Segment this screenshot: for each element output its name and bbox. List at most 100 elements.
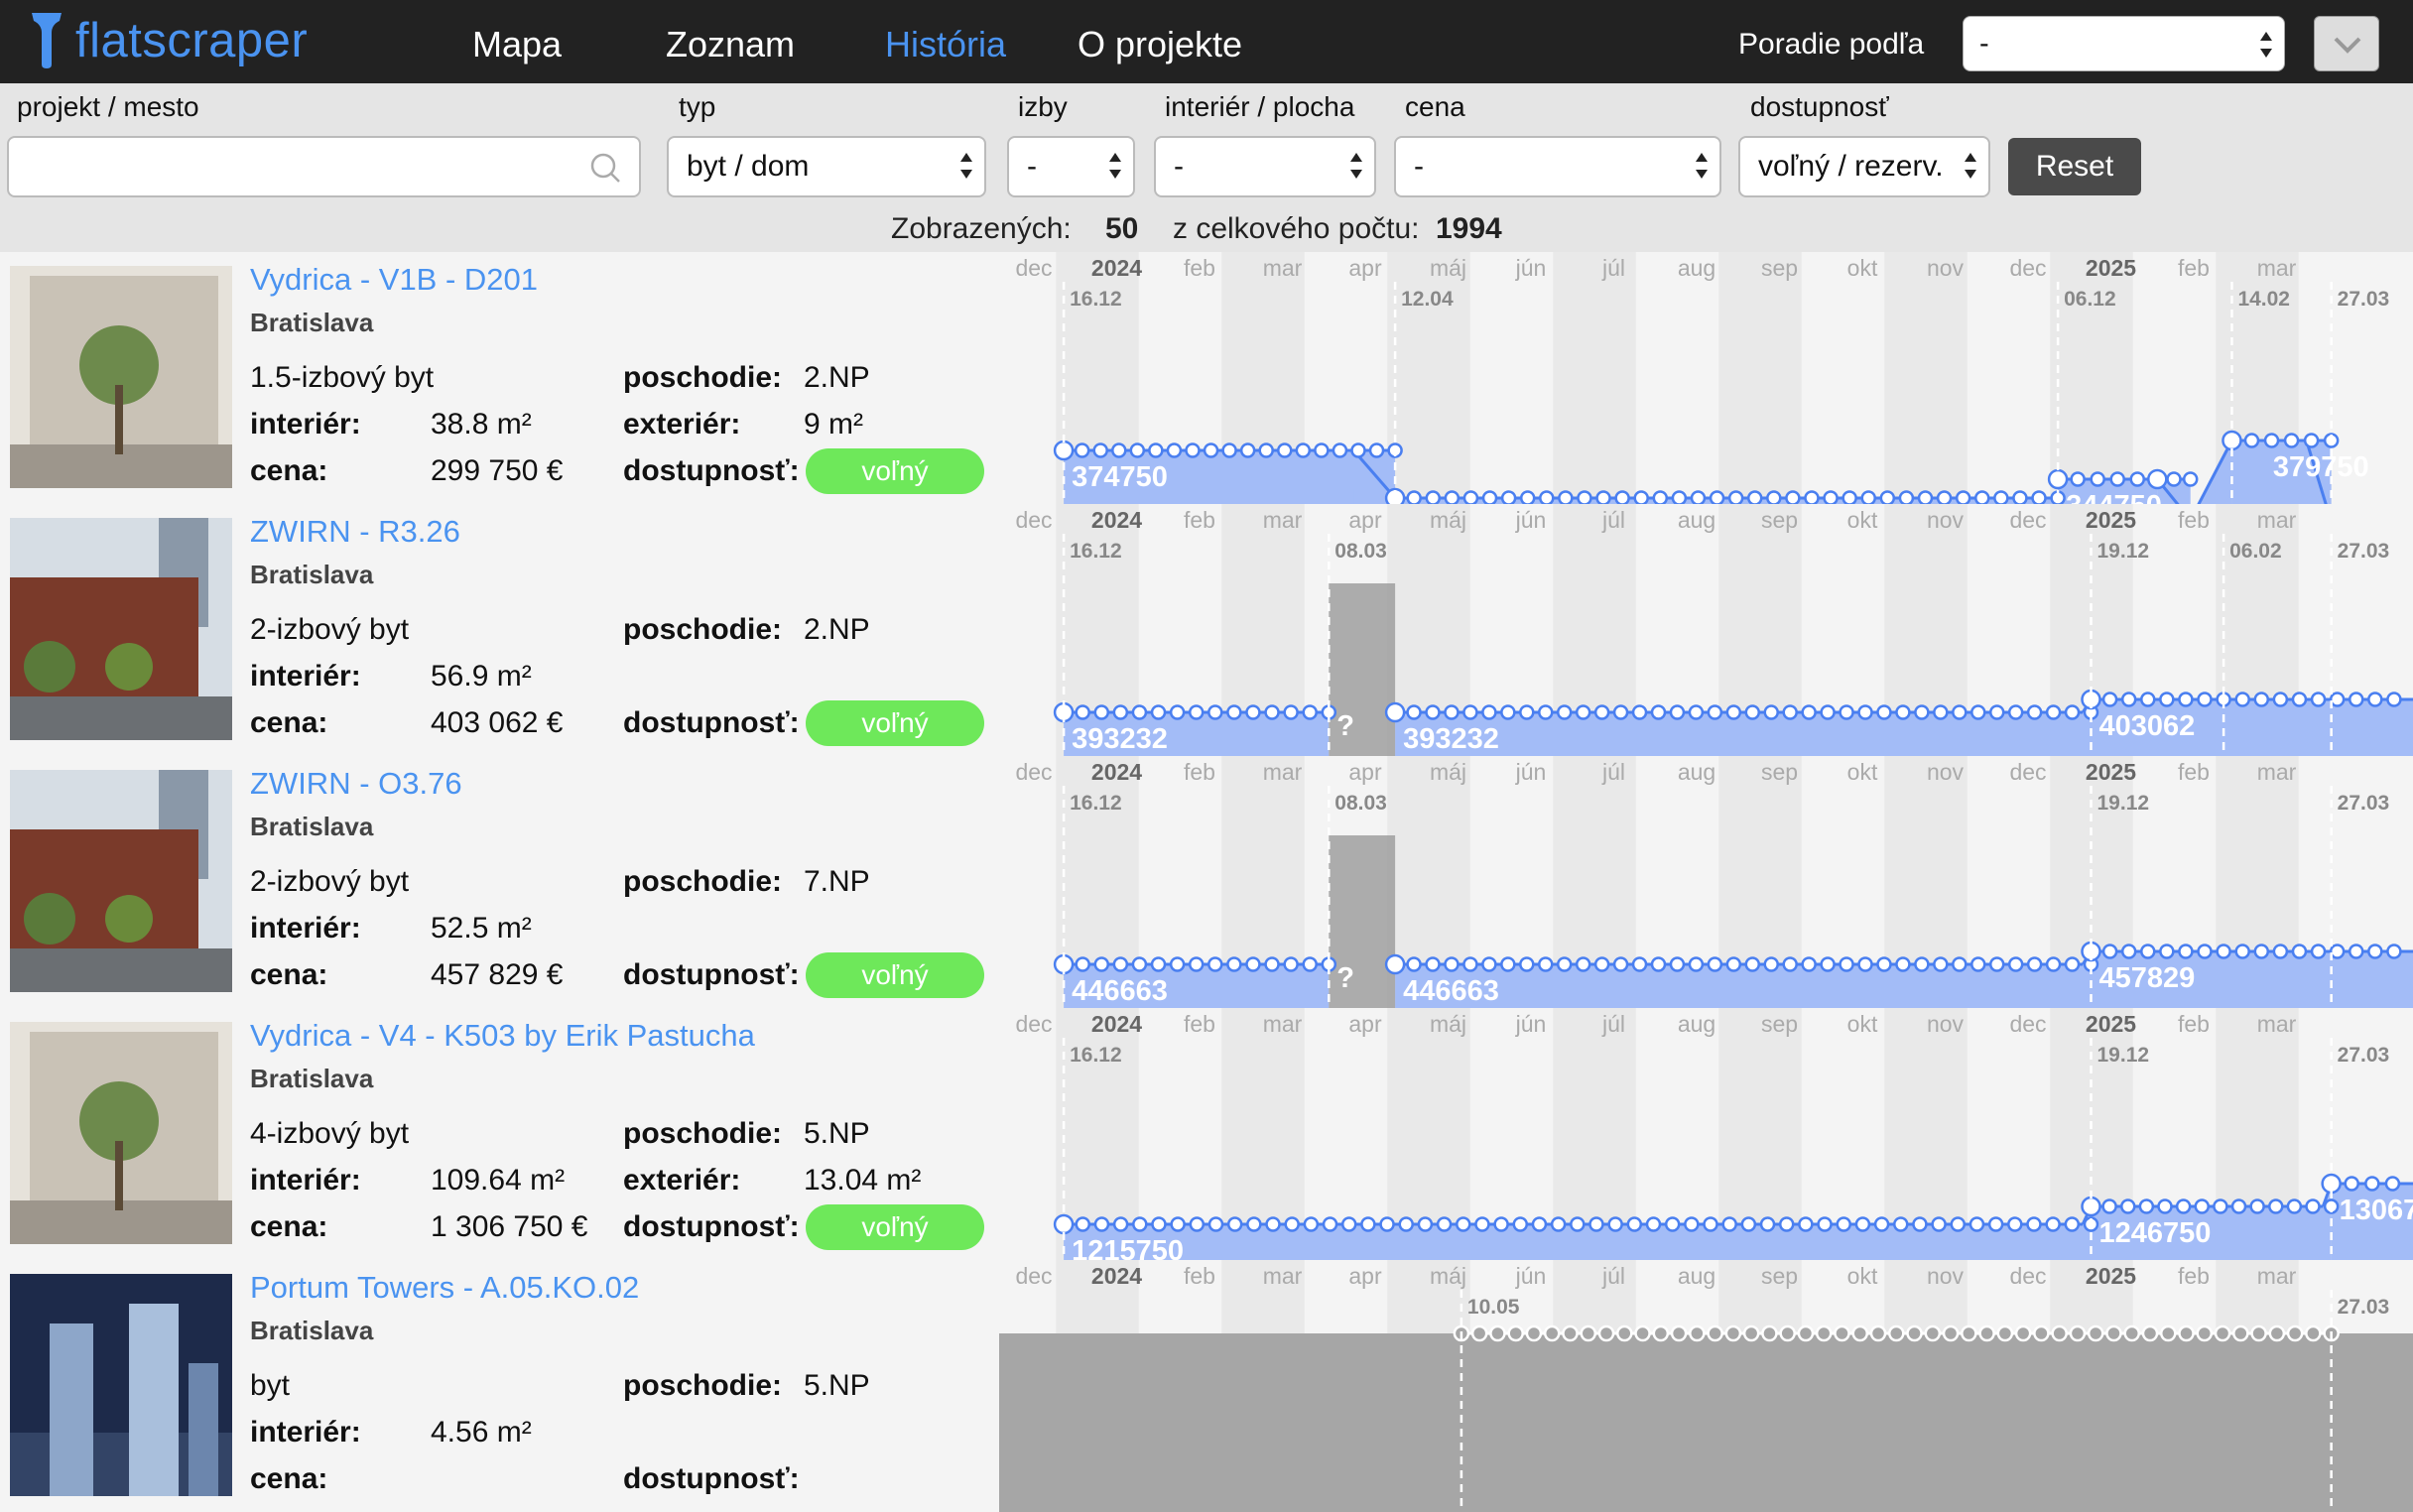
price-point[interactable]: [1571, 1218, 1584, 1231]
price-point[interactable]: [1386, 703, 1404, 721]
price-point[interactable]: [2016, 1326, 2030, 1340]
price-point[interactable]: [2232, 1200, 2245, 1213]
price-point[interactable]: [1408, 706, 1421, 719]
listing-photo[interactable]: [10, 770, 232, 992]
price-point[interactable]: [1190, 706, 1203, 719]
price-point[interactable]: [1690, 706, 1703, 719]
price-point[interactable]: [1799, 1218, 1812, 1231]
price-point[interactable]: [2199, 693, 2212, 706]
price-point[interactable]: [2047, 706, 2060, 719]
price-point[interactable]: [2305, 435, 2318, 447]
price-point[interactable]: [1636, 1326, 1650, 1340]
price-point[interactable]: [1304, 958, 1317, 971]
price-point[interactable]: [2180, 1326, 2194, 1340]
price-point[interactable]: [1729, 492, 1742, 505]
price-point[interactable]: [2387, 693, 2400, 706]
price-point[interactable]: [1285, 958, 1298, 971]
price-point[interactable]: [1168, 444, 1181, 457]
price-point[interactable]: [1095, 706, 1108, 719]
price-point[interactable]: [2066, 1218, 2079, 1231]
price-point[interactable]: [2245, 435, 2258, 447]
price-point[interactable]: [1786, 492, 1799, 505]
price-point[interactable]: [2103, 945, 2116, 958]
price-point[interactable]: [2306, 1326, 2320, 1340]
price-point[interactable]: [1748, 492, 1761, 505]
price-point[interactable]: [2216, 1326, 2229, 1340]
price-point[interactable]: [2288, 1200, 2301, 1213]
price-point[interactable]: [1172, 1218, 1185, 1231]
price-point[interactable]: [2148, 470, 2166, 488]
price-point[interactable]: [1502, 492, 1515, 505]
listing-title[interactable]: Portum Towers - A.05.KO.02: [250, 1270, 639, 1306]
price-point[interactable]: [1475, 1218, 1488, 1231]
price-point[interactable]: [1692, 492, 1705, 505]
price-point[interactable]: [1742, 1218, 1755, 1231]
price-point[interactable]: [2140, 1200, 2153, 1213]
project-search-input[interactable]: [7, 136, 641, 197]
price-point[interactable]: [1077, 706, 1089, 719]
price-point[interactable]: [2331, 945, 2344, 958]
price-point[interactable]: [2387, 945, 2400, 958]
price-point[interactable]: [1938, 492, 1951, 505]
price-point[interactable]: [1539, 958, 1552, 971]
price-point[interactable]: [1342, 1218, 1355, 1231]
price-point[interactable]: [1520, 958, 1533, 971]
price-point[interactable]: [1953, 706, 1966, 719]
price-point[interactable]: [1227, 958, 1240, 971]
availability-badge[interactable]: voľný: [806, 952, 984, 998]
price-point[interactable]: [2270, 1326, 2284, 1340]
price-point[interactable]: [2368, 693, 2381, 706]
price-point[interactable]: [1246, 958, 1259, 971]
price-point[interactable]: [2350, 693, 2362, 706]
price-point[interactable]: [1856, 1218, 1869, 1231]
price-point[interactable]: [1445, 706, 1458, 719]
price-point[interactable]: [1944, 1326, 1958, 1340]
price-point[interactable]: [1597, 492, 1610, 505]
price-point[interactable]: [1709, 958, 1721, 971]
listing-title[interactable]: ZWIRN - R3.26: [250, 514, 460, 550]
price-point[interactable]: [1149, 444, 1162, 457]
price-point[interactable]: [2122, 693, 2135, 706]
price-point[interactable]: [2028, 958, 2041, 971]
price-point[interactable]: [2218, 945, 2230, 958]
price-point[interactable]: [2071, 1326, 2085, 1340]
price-point[interactable]: [1114, 706, 1127, 719]
price-point[interactable]: [1889, 1326, 1903, 1340]
price-point[interactable]: [1285, 706, 1298, 719]
price-point[interactable]: [2072, 473, 2085, 486]
price-point[interactable]: [1334, 444, 1346, 457]
price-point[interactable]: [2196, 1200, 2209, 1213]
price-point[interactable]: [1205, 444, 1217, 457]
price-point[interactable]: [1672, 1326, 1686, 1340]
listing-title[interactable]: ZWIRN - O3.76: [250, 766, 462, 802]
price-point[interactable]: [2251, 1200, 2264, 1213]
price-point[interactable]: [2346, 1178, 2358, 1191]
price-point[interactable]: [1438, 1218, 1451, 1231]
price-point[interactable]: [1671, 958, 1684, 971]
price-point[interactable]: [1908, 1326, 1922, 1340]
price-point[interactable]: [1953, 958, 1966, 971]
price-point[interactable]: [1915, 706, 1928, 719]
availability-select[interactable]: voľný / rezerv.: [1738, 136, 1990, 197]
price-point[interactable]: [1191, 1218, 1204, 1231]
price-point[interactable]: [1114, 958, 1127, 971]
price-point[interactable]: [1501, 958, 1514, 971]
price-point[interactable]: [2386, 1178, 2399, 1191]
price-point[interactable]: [1711, 492, 1723, 505]
price-point[interactable]: [2160, 693, 2173, 706]
price-point[interactable]: [1427, 492, 1440, 505]
price-point[interactable]: [2125, 1326, 2139, 1340]
price-point[interactable]: [1539, 706, 1552, 719]
price-point[interactable]: [1628, 1218, 1641, 1231]
price-point[interactable]: [2236, 945, 2249, 958]
sort-select[interactable]: -: [1963, 16, 2285, 71]
price-point[interactable]: [1915, 958, 1928, 971]
price-point[interactable]: [1933, 1218, 1946, 1231]
price-point[interactable]: [2214, 1200, 2226, 1213]
type-select[interactable]: byt / dom: [667, 136, 986, 197]
price-point[interactable]: [1652, 706, 1665, 719]
price-point[interactable]: [1419, 1218, 1432, 1231]
price-point[interactable]: [2265, 435, 2278, 447]
price-point[interactable]: [1133, 706, 1146, 719]
